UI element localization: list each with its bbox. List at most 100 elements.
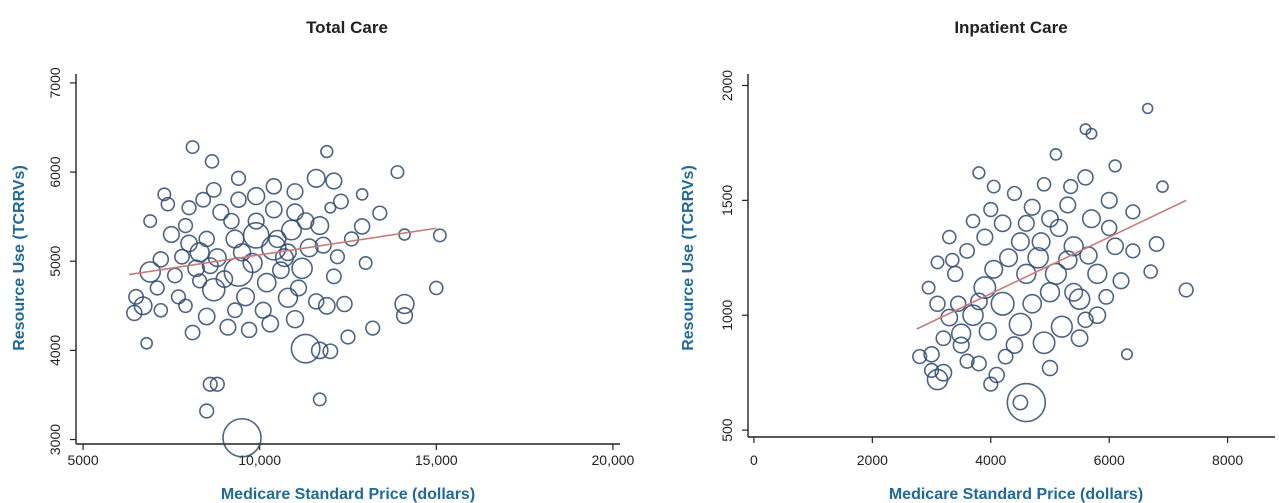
x-axis-label: Medicare Standard Price (dollars): [221, 486, 475, 503]
bubble-point: [934, 363, 953, 382]
bubble-point: [162, 225, 180, 244]
bubble-point: [946, 265, 964, 283]
bubble-point: [223, 212, 240, 230]
bubble-point: [310, 341, 329, 360]
bubble-point: [428, 280, 444, 296]
bubble-point: [1036, 176, 1052, 192]
bubble-point: [1106, 237, 1125, 256]
y-axis-ticks: 3000 4000 5000 6000 7000: [47, 67, 76, 455]
bubble-point: [232, 243, 252, 262]
bubble-point: [191, 273, 208, 289]
bubble-point: [202, 376, 218, 392]
bubble-point: [219, 318, 237, 336]
bubble-point: [432, 228, 447, 243]
x-axis-ticks: 5000 10,000 15,000 20,000: [67, 444, 635, 468]
bubble-point: [247, 212, 265, 230]
bubble-point: [1081, 209, 1101, 229]
bubble-point: [1027, 246, 1049, 269]
x-tick-label: 8000: [1212, 452, 1243, 468]
bubble-point: [944, 252, 960, 268]
bubble-point: [1141, 102, 1154, 115]
bubble-point: [395, 307, 414, 325]
bubble-point: [205, 181, 222, 198]
bubble-point: [177, 217, 194, 234]
bubble-point: [268, 229, 287, 249]
bubble-point: [225, 229, 245, 249]
bubble-point: [988, 366, 1005, 384]
bubble-point: [1125, 204, 1141, 220]
x-tick-label: 6000: [1094, 452, 1125, 468]
y-axis-label: Resource Use (TCRRVs): [680, 165, 697, 351]
x-tick-label: 20,000: [592, 452, 635, 468]
bubble-point: [261, 314, 280, 333]
bubble-point: [1100, 219, 1118, 237]
bubble-point: [201, 257, 219, 275]
bubble-point: [185, 140, 200, 155]
bubble-point: [307, 293, 325, 310]
bubble-point: [1049, 218, 1069, 238]
bubble-point: [1120, 348, 1134, 361]
bubble-point: [306, 168, 326, 188]
bubble-point: [940, 308, 959, 327]
bubble-point: [997, 348, 1014, 365]
bubble-point: [201, 277, 226, 302]
y-tick-label: 7000: [47, 67, 63, 98]
y-tick-label: 3000: [47, 424, 63, 455]
bubble-point: [139, 261, 162, 283]
bubble-point: [1156, 180, 1169, 193]
x-tick-label: 10,000: [238, 452, 281, 468]
bubble-point: [279, 243, 297, 262]
bubble-point: [1022, 293, 1043, 314]
bubble-point: [1039, 282, 1061, 303]
x-tick-label: 2000: [857, 452, 888, 468]
bubble-point: [942, 229, 957, 245]
bubble-point: [986, 179, 1001, 194]
x-axis-ticks: 0 2000 4000 6000 8000: [750, 437, 1243, 468]
bubble-point: [959, 242, 976, 259]
bubble-point: [222, 417, 262, 458]
bubble-point: [198, 230, 215, 248]
chart-title: Inpatient Care: [954, 18, 1067, 37]
bubble-point: [170, 289, 187, 305]
bubble-point: [1125, 243, 1141, 259]
total-care-panel: Total Care 5000 10,000 15,000 20,000 3000 40…: [11, 18, 635, 503]
bubble-point: [1006, 382, 1047, 423]
bubble-point: [923, 346, 940, 363]
bubble-point: [1057, 250, 1078, 270]
bubble-point: [290, 333, 321, 364]
bubble-point: [332, 193, 349, 210]
bubble-point: [1050, 315, 1073, 338]
bubble-point: [209, 376, 225, 392]
x-tick-label: 4000: [975, 452, 1006, 468]
bubble-point: [227, 302, 243, 319]
bubble-point: [285, 309, 305, 329]
bubble-point: [923, 362, 940, 379]
bubble-point: [1006, 185, 1023, 202]
bubble-point: [126, 304, 143, 322]
bubble-point: [1012, 394, 1029, 411]
bubble-point: [973, 276, 997, 300]
bubble-point: [1100, 191, 1118, 209]
bubble-point: [286, 203, 304, 222]
bubble-point: [983, 201, 999, 218]
bubble-point: [343, 231, 360, 247]
bubble-point: [355, 188, 369, 201]
bubble-point: [984, 259, 1004, 279]
x-tick-label: 0: [750, 452, 758, 468]
bubble-point: [166, 267, 183, 284]
bubble-point: [199, 403, 215, 419]
bubble-point: [950, 323, 972, 344]
bubble-point: [1010, 232, 1030, 252]
bubble-point: [197, 307, 216, 326]
bubble-point: [1063, 236, 1084, 257]
bubble-point: [1005, 336, 1024, 355]
bubble-point: [929, 295, 946, 313]
bubble-point: [949, 295, 967, 313]
bubble-point: [312, 392, 327, 407]
bubble-point: [240, 321, 258, 339]
bubble-point: [314, 236, 332, 254]
bubble-point: [372, 205, 388, 221]
bubble-point: [291, 257, 313, 280]
bubble-point: [325, 268, 342, 285]
